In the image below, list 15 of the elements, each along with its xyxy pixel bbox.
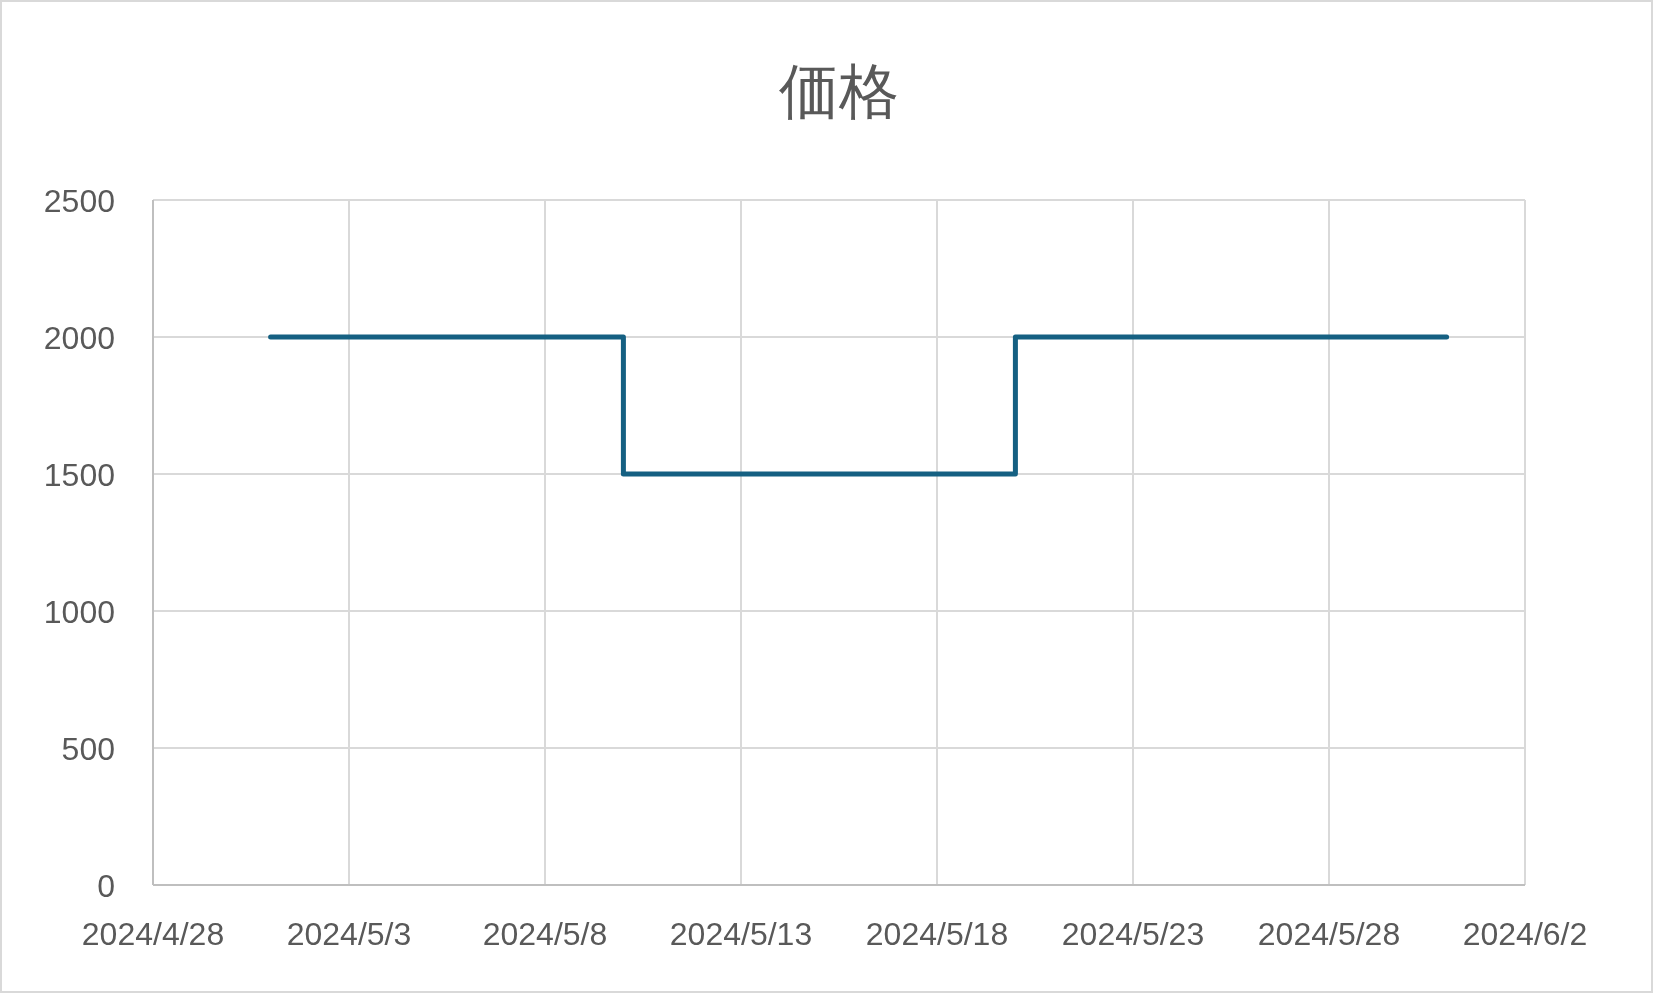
xtick: 2024/4/28 bbox=[81, 916, 225, 952]
ytick: 2500 bbox=[43, 183, 115, 219]
xtick: 2024/5/18 bbox=[865, 916, 1009, 952]
title: 価格 bbox=[779, 58, 899, 125]
ytick: 0 bbox=[97, 868, 115, 904]
xtick: 2024/5/28 bbox=[1257, 916, 1401, 952]
xtick: 2024/5/23 bbox=[1061, 916, 1205, 952]
xtick: 2024/5/8 bbox=[482, 916, 608, 952]
xtick: 2024/6/2 bbox=[1462, 916, 1588, 952]
xtick: 2024/5/3 bbox=[286, 916, 412, 952]
ytick: 1500 bbox=[43, 457, 115, 493]
ytick: 500 bbox=[61, 731, 115, 767]
ytick: 1000 bbox=[43, 594, 115, 630]
ytick: 2000 bbox=[43, 320, 115, 356]
xtick: 2024/5/13 bbox=[669, 916, 813, 952]
